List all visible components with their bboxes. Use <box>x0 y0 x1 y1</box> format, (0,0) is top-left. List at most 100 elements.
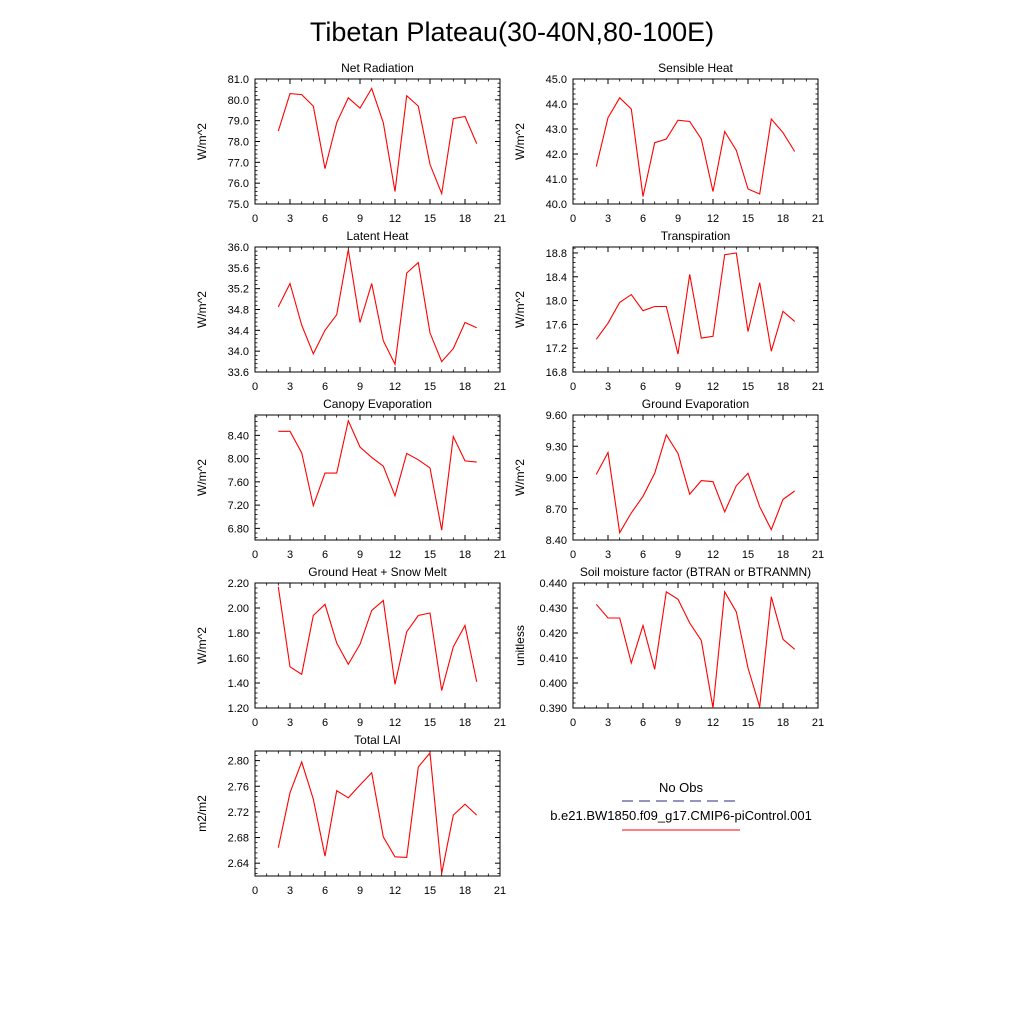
panel-title: Soil moisture factor (BTRAN or BTRANMN) <box>580 565 811 579</box>
y-tick-label: 2.64 <box>228 858 249 870</box>
x-tick-label: 6 <box>322 381 328 393</box>
panel-transpiration: Transpiration W/m^2 0 3 6 9 12 15 18 21 16.8 17.2 17… <box>513 229 824 393</box>
x-tick-label: 21 <box>812 717 824 729</box>
x-tick-label: 9 <box>675 549 681 561</box>
x-tick-label: 18 <box>459 213 471 225</box>
y-tick-label: 1.40 <box>228 678 249 690</box>
x-tick-label: 0 <box>570 717 576 729</box>
y-tick-label: 0.410 <box>539 653 567 665</box>
panel-title: Transpiration <box>661 229 731 243</box>
y-axis-label: W/m^2 <box>195 291 209 328</box>
panel-title: Total LAI <box>354 733 401 747</box>
x-tick-label: 9 <box>675 717 681 729</box>
y-tick-label: 36.0 <box>228 242 249 254</box>
x-tick-label: 15 <box>742 213 754 225</box>
x-tick-label: 21 <box>494 885 506 897</box>
panel-sensible-heat: Sensible Heat W/m^2 0 3 6 9 12 15 18 21 40.0 41.0 42… <box>513 61 824 225</box>
plot-frame <box>254 582 501 709</box>
panel-latent-heat: Latent Heat W/m^2 0 3 6 9 12 15 18 21 33.6 34.0 34.4… <box>195 229 506 393</box>
x-tick-label: 18 <box>459 549 471 561</box>
x-tick-label: 15 <box>424 381 436 393</box>
y-tick-label: 6.80 <box>228 523 249 535</box>
y-tick-label: 18.0 <box>546 296 567 308</box>
series-line <box>277 249 477 367</box>
x-tick-label: 6 <box>640 717 646 729</box>
y-tick-label: 42.0 <box>546 149 567 161</box>
plot-frame <box>572 78 819 205</box>
panel-soil-moisture-factor-btran-or-btranmn: Soil moisture factor (BTRAN or BTRANMN) u… <box>513 565 824 729</box>
y-tick-label: 1.60 <box>228 653 249 665</box>
y-tick-label: 7.60 <box>228 477 249 489</box>
x-tick-label: 9 <box>675 213 681 225</box>
plot-frame <box>572 414 819 541</box>
y-tick-label: 77.0 <box>228 157 249 169</box>
panel-ground-evaporation: Ground Evaporation W/m^2 0 3 6 9 12 15 18 21 8.40 8… <box>513 397 824 561</box>
x-tick-label: 3 <box>287 381 293 393</box>
x-tick-label: 12 <box>389 717 401 729</box>
x-tick-label: 9 <box>357 213 363 225</box>
x-tick-label: 0 <box>252 549 258 561</box>
x-tick-label: 18 <box>777 549 789 561</box>
x-tick-label: 21 <box>812 381 824 393</box>
y-tick-label: 0.430 <box>539 603 567 615</box>
legend-label-obs: No Obs <box>659 780 704 795</box>
x-tick-label: 3 <box>287 717 293 729</box>
y-axis-label: W/m^2 <box>195 459 209 496</box>
x-tick-label: 6 <box>640 213 646 225</box>
panels: Net Radiation W/m^2 0 3 6 9 12 15 18 21 75.0 76.0 77… <box>195 61 824 897</box>
y-axis-label: W/m^2 <box>513 123 527 160</box>
series-line <box>278 419 477 531</box>
y-tick-label: 45.0 <box>546 74 567 86</box>
y-tick-label: 2.80 <box>228 756 249 768</box>
plot-frame <box>254 78 501 205</box>
x-tick-label: 6 <box>322 885 328 897</box>
y-tick-label: 18.4 <box>546 272 567 284</box>
x-tick-label: 0 <box>252 213 258 225</box>
x-tick-label: 6 <box>322 549 328 561</box>
y-tick-label: 1.80 <box>228 628 249 640</box>
x-tick-label: 3 <box>287 213 293 225</box>
legend-label-model: b.e21.BW1850.f09_g17.CMIP6-piControl.001 <box>550 808 812 823</box>
y-tick-label: 79.0 <box>228 116 249 128</box>
panel-title: Ground Heat + Snow Melt <box>308 565 447 579</box>
y-tick-label: 2.72 <box>228 807 249 819</box>
x-tick-label: 12 <box>707 717 719 729</box>
x-tick-label: 18 <box>777 213 789 225</box>
series-line <box>595 96 796 197</box>
x-tick-label: 9 <box>675 381 681 393</box>
series-line <box>595 590 796 709</box>
x-tick-label: 21 <box>812 549 824 561</box>
y-tick-label: 40.0 <box>546 199 567 211</box>
y-axis-label: unitless <box>513 625 527 666</box>
x-tick-label: 9 <box>357 549 363 561</box>
x-tick-label: 3 <box>605 381 611 393</box>
y-tick-label: 35.2 <box>228 284 249 296</box>
panel-total-lai: Total LAI m2/m2 0 3 6 9 12 15 18 21 2.64 2.68 2.72 2.… <box>195 733 506 897</box>
y-tick-label: 1.20 <box>228 703 249 715</box>
y-axis-label: W/m^2 <box>195 123 209 160</box>
y-tick-label: 81.0 <box>228 74 249 86</box>
x-tick-label: 3 <box>605 549 611 561</box>
x-tick-label: 21 <box>494 381 506 393</box>
series-line <box>277 751 478 874</box>
x-tick-label: 9 <box>357 381 363 393</box>
y-tick-label: 0.400 <box>539 678 567 690</box>
x-tick-label: 18 <box>777 381 789 393</box>
figure-title: Tibetan Plateau(30-40N,80-100E) <box>310 17 714 47</box>
x-tick-label: 12 <box>707 549 719 561</box>
y-axis-label: W/m^2 <box>513 291 527 328</box>
x-tick-label: 18 <box>459 381 471 393</box>
x-tick-label: 3 <box>287 549 293 561</box>
plot-frame <box>572 246 819 373</box>
x-tick-label: 6 <box>640 549 646 561</box>
x-tick-label: 0 <box>252 717 258 729</box>
x-tick-label: 21 <box>812 213 824 225</box>
panel-canopy-evaporation: Canopy Evaporation W/m^2 0 3 6 9 12 15 18 21 6.80 7… <box>195 397 506 561</box>
y-tick-label: 2.76 <box>228 781 249 793</box>
y-tick-label: 9.00 <box>546 473 567 485</box>
y-tick-label: 75.0 <box>228 199 249 211</box>
x-tick-label: 6 <box>322 717 328 729</box>
y-tick-label: 0.420 <box>539 628 567 640</box>
x-tick-label: 21 <box>494 213 506 225</box>
